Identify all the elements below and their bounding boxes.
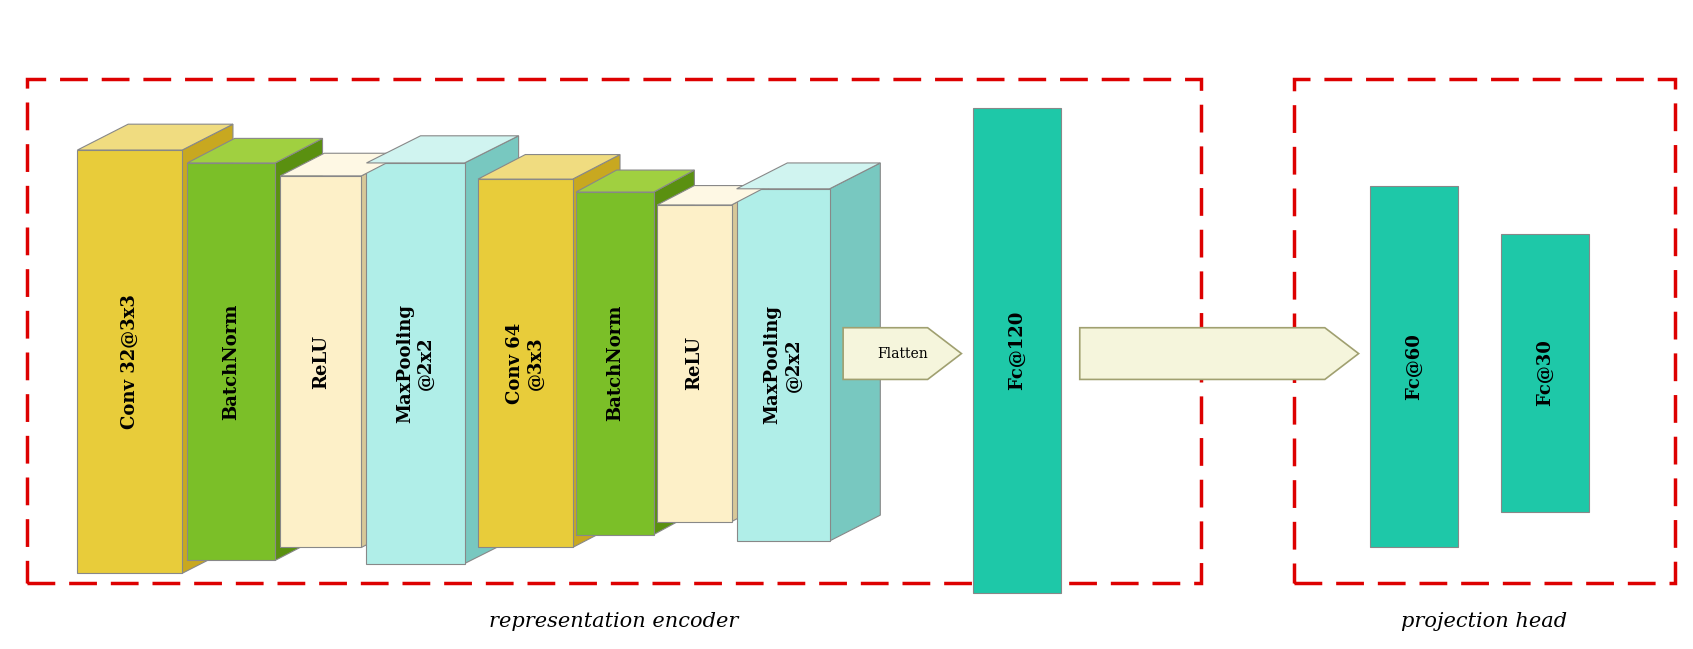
Polygon shape [843,328,962,380]
Text: projection head: projection head [1402,612,1568,631]
Polygon shape [477,154,620,179]
Polygon shape [736,163,880,189]
Text: ReLU: ReLU [686,336,703,390]
Polygon shape [1370,186,1458,548]
Text: MaxPooling
@2x2: MaxPooling @2x2 [396,304,435,422]
Polygon shape [281,153,405,176]
Polygon shape [1500,234,1588,512]
Text: BatchNorm: BatchNorm [222,304,240,420]
Polygon shape [276,138,323,560]
Text: BatchNorm: BatchNorm [606,305,625,421]
Polygon shape [576,170,694,192]
Polygon shape [188,138,323,163]
Text: Fc@30: Fc@30 [1536,339,1554,406]
Polygon shape [973,108,1062,593]
Text: Fc@120: Fc@120 [1009,311,1026,390]
Polygon shape [657,205,731,522]
Text: MaxPooling
@2x2: MaxPooling @2x2 [764,306,802,424]
Text: Conv 32@3x3: Conv 32@3x3 [120,294,139,429]
Text: Flatten: Flatten [877,347,928,361]
Text: ReLU: ReLU [312,335,330,389]
Polygon shape [477,179,572,548]
Text: Conv 64
@3x3: Conv 64 @3x3 [506,323,545,404]
Polygon shape [366,136,518,163]
Polygon shape [572,154,620,548]
Polygon shape [366,163,464,563]
Polygon shape [361,153,405,548]
Text: Fc@60: Fc@60 [1405,333,1424,400]
Text: representation encoder: representation encoder [489,612,738,631]
Polygon shape [188,163,276,560]
Polygon shape [78,150,183,573]
Polygon shape [183,124,234,573]
Polygon shape [736,189,830,541]
Polygon shape [731,186,769,522]
Polygon shape [576,192,653,535]
Polygon shape [281,176,361,548]
Polygon shape [464,136,518,563]
Polygon shape [78,124,234,150]
Polygon shape [653,170,694,535]
Polygon shape [830,163,880,541]
Polygon shape [657,186,769,205]
Polygon shape [1080,328,1359,380]
